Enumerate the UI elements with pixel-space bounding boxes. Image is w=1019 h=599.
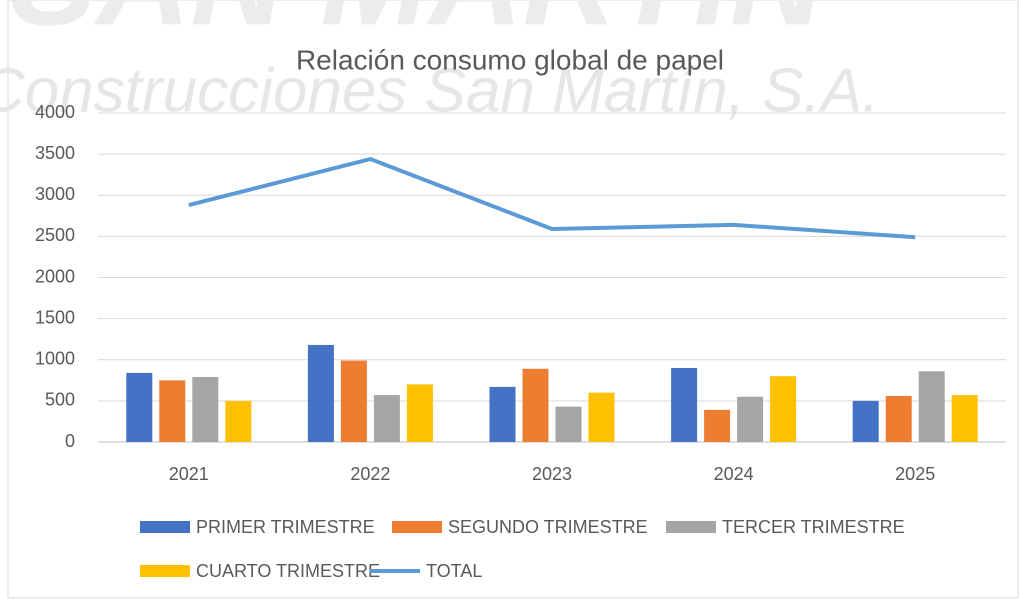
legend-label: CUARTO TRIMESTRE bbox=[196, 561, 380, 581]
bar bbox=[522, 368, 549, 442]
bar bbox=[340, 360, 367, 442]
bar bbox=[406, 384, 433, 442]
legend-label: TOTAL bbox=[426, 561, 482, 581]
x-tick-label: 2025 bbox=[895, 464, 935, 484]
y-tick-label: 3000 bbox=[35, 184, 75, 204]
x-tick-label: 2021 bbox=[169, 464, 209, 484]
x-tick-label: 2024 bbox=[714, 464, 754, 484]
y-tick-label: 3500 bbox=[35, 143, 75, 163]
legend-swatch bbox=[140, 565, 190, 577]
bar bbox=[918, 371, 945, 442]
y-tick-label: 500 bbox=[45, 390, 75, 410]
x-tick-label: 2022 bbox=[350, 464, 390, 484]
bar bbox=[704, 409, 731, 442]
chart-title: Relación consumo global de papel bbox=[296, 44, 724, 75]
y-tick-label: 0 bbox=[65, 431, 75, 451]
legend-swatch bbox=[666, 521, 716, 533]
x-tick-label: 2023 bbox=[532, 464, 572, 484]
legend-label: SEGUNDO TRIMESTRE bbox=[448, 517, 648, 537]
bar bbox=[373, 395, 400, 442]
bar bbox=[225, 400, 252, 442]
y-tick-label: 2000 bbox=[35, 266, 75, 286]
bar bbox=[159, 380, 186, 442]
legend-swatch bbox=[392, 521, 442, 533]
bar bbox=[951, 395, 978, 442]
bar bbox=[588, 392, 615, 442]
bar bbox=[770, 376, 797, 442]
bar bbox=[489, 386, 516, 442]
y-tick-label: 1500 bbox=[35, 307, 75, 327]
bar bbox=[737, 396, 764, 442]
bar bbox=[885, 395, 912, 442]
legend-swatch bbox=[140, 521, 190, 533]
y-tick-label: 1000 bbox=[35, 349, 75, 369]
legend-label: TERCER TRIMESTRE bbox=[722, 517, 905, 537]
bar bbox=[671, 367, 698, 442]
watermark-top: SAN MARTIN bbox=[10, 0, 827, 52]
watermark: SAN MARTIN Construcciones San Martín, S.… bbox=[0, 0, 879, 125]
bar bbox=[307, 344, 334, 442]
chart-border bbox=[7, 0, 1019, 599]
y-tick-label: 4000 bbox=[35, 102, 75, 122]
bar bbox=[555, 406, 582, 442]
watermark-line: Construcciones San Martín, S.A. bbox=[0, 56, 879, 125]
bar bbox=[852, 400, 879, 442]
y-tick-label: 2500 bbox=[35, 225, 75, 245]
legend-label: PRIMER TRIMESTRE bbox=[196, 517, 375, 537]
bar bbox=[192, 377, 219, 442]
line bbox=[188, 157, 916, 240]
bar bbox=[126, 372, 153, 442]
